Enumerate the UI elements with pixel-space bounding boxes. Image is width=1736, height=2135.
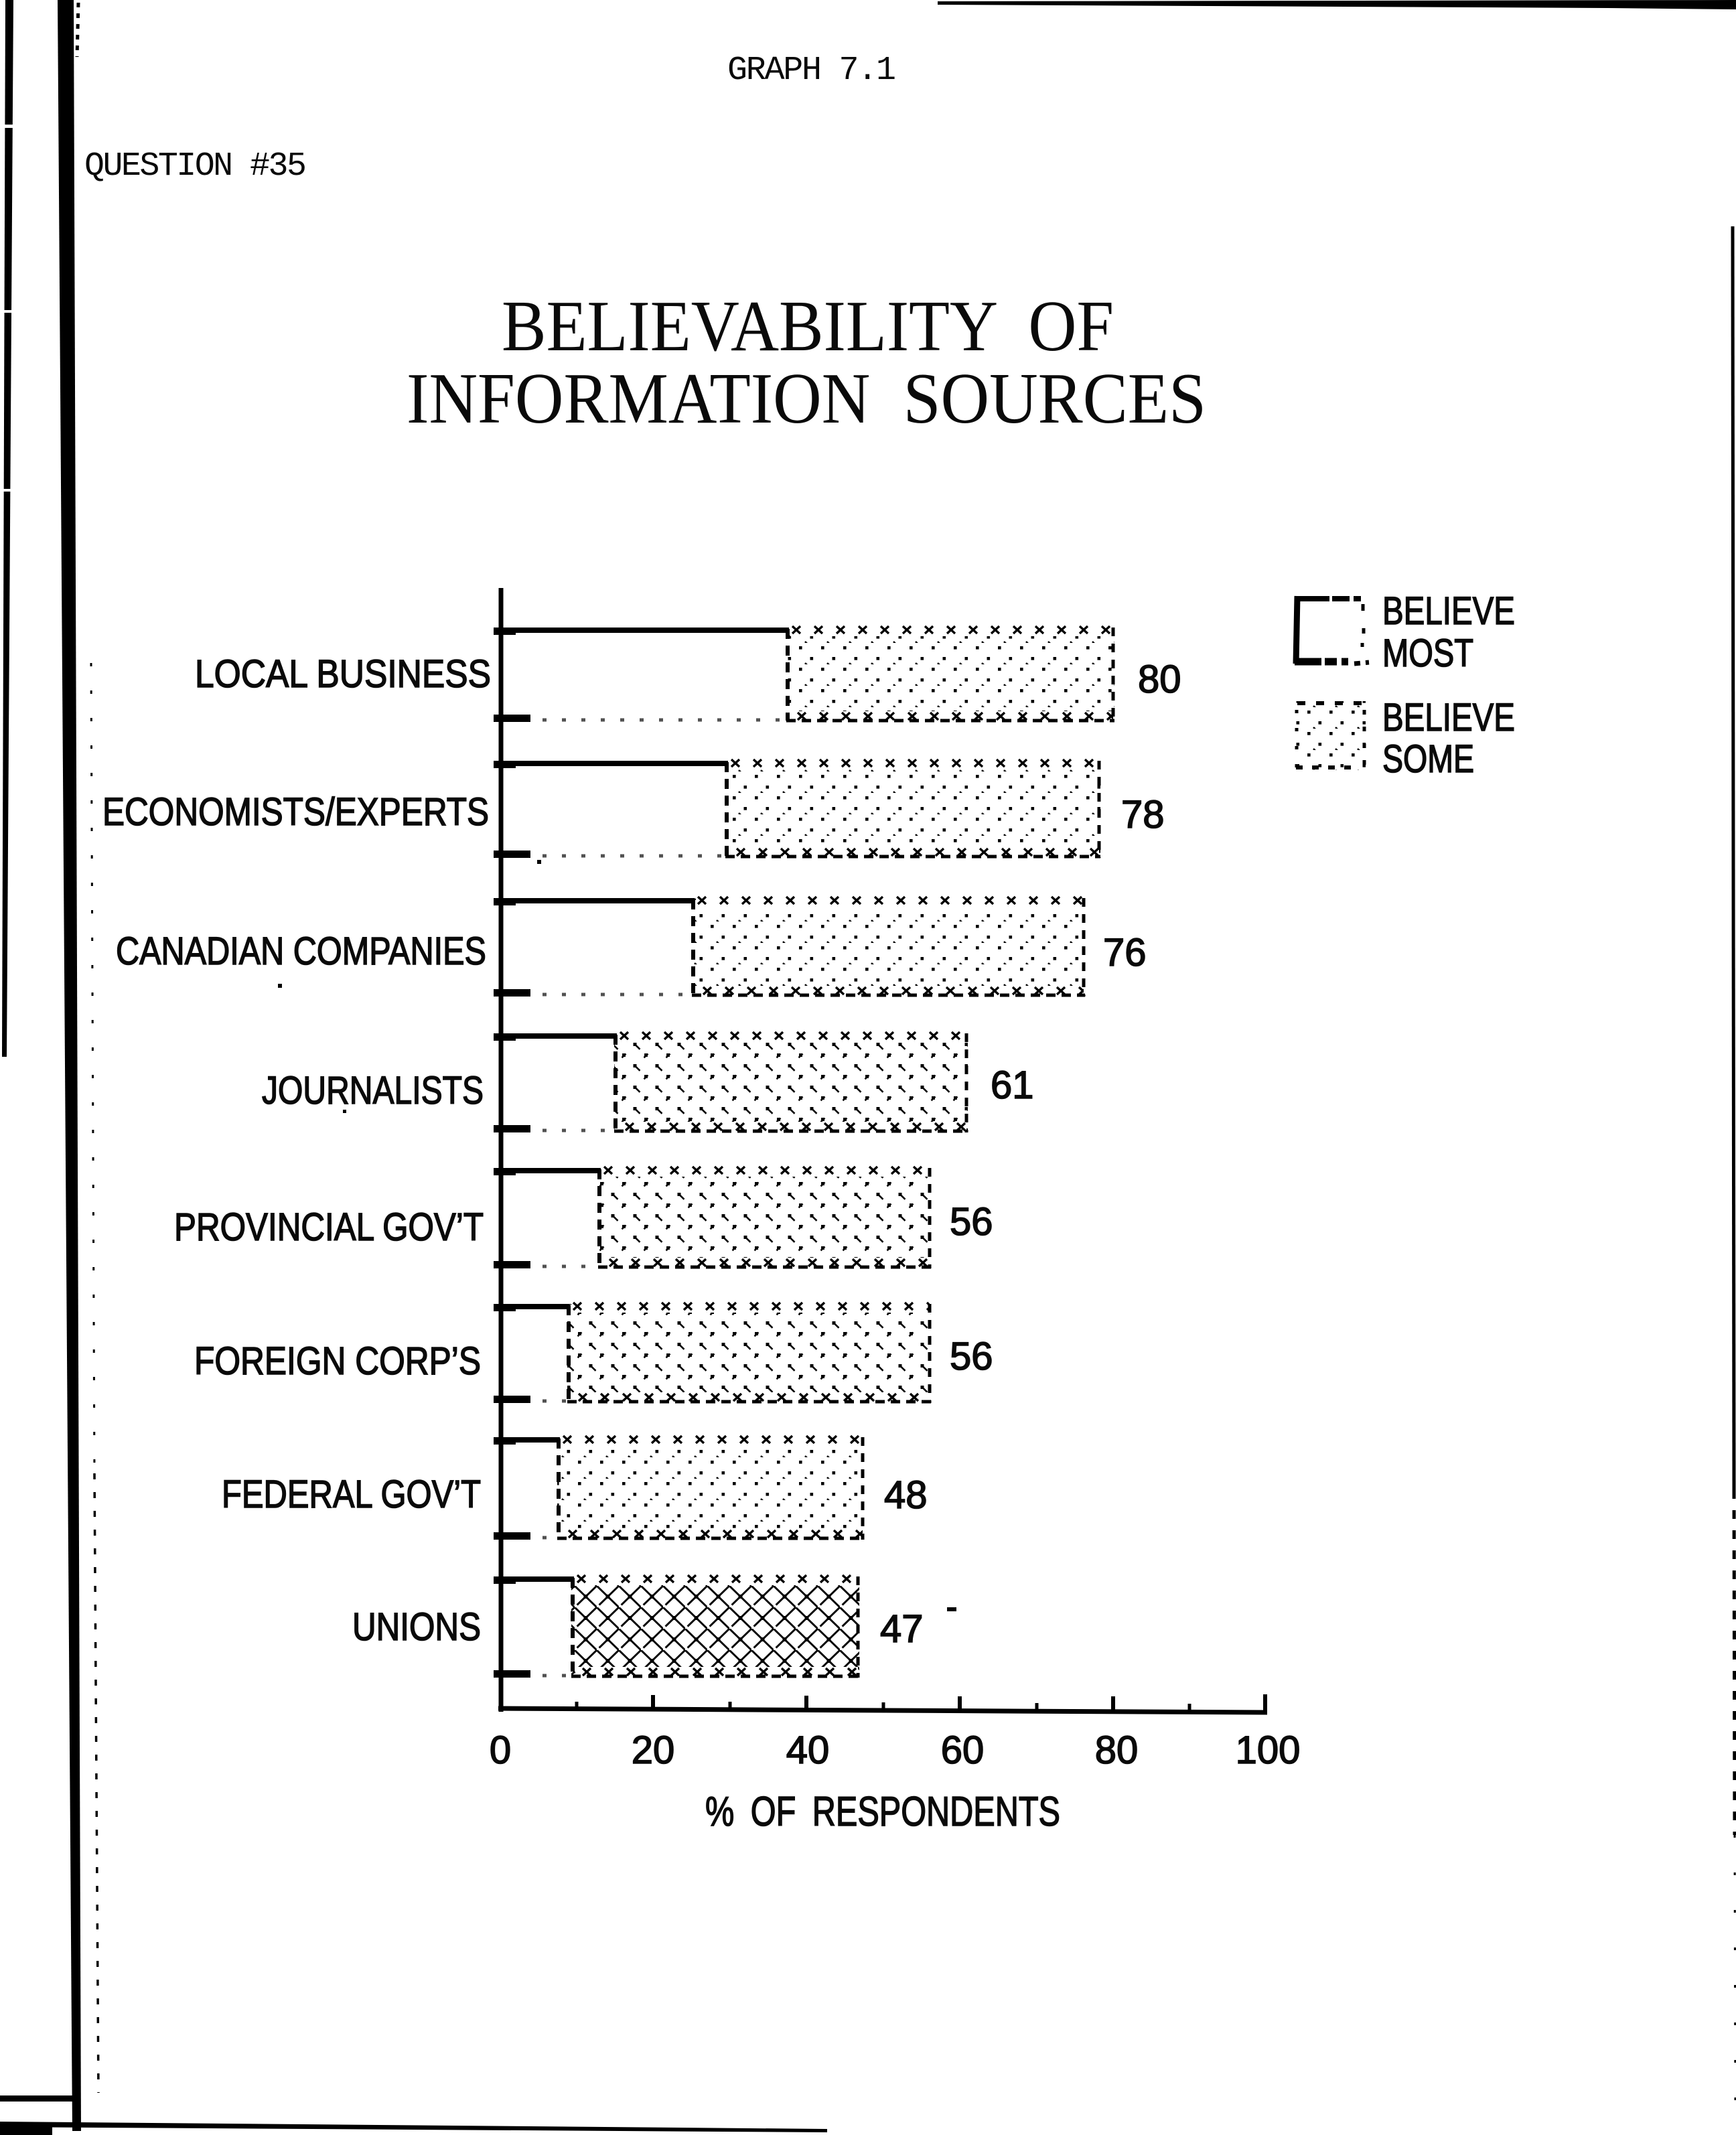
svg-text:BELIEVE: BELIEVE xyxy=(1382,589,1515,633)
svg-text:76: 76 xyxy=(1103,931,1147,974)
svg-text:FEDERAL GOV’T: FEDERAL GOV’T xyxy=(222,1473,481,1516)
svg-text:BELIEVABILITY OF: BELIEVABILITY OF xyxy=(502,287,1114,366)
svg-text:80: 80 xyxy=(1095,1728,1139,1772)
svg-text:80: 80 xyxy=(1138,658,1181,701)
svg-text:20: 20 xyxy=(632,1728,675,1772)
svg-text:LOCAL BUSINESS: LOCAL BUSINESS xyxy=(195,652,491,696)
svg-text:40: 40 xyxy=(786,1728,830,1772)
svg-text:60: 60 xyxy=(941,1728,985,1772)
svg-text:PROVINCIAL GOV’T: PROVINCIAL GOV’T xyxy=(174,1205,484,1249)
svg-text:47: 47 xyxy=(880,1607,924,1651)
svg-text:MOST: MOST xyxy=(1382,632,1473,675)
svg-text:JOURNALISTS: JOURNALISTS xyxy=(262,1069,484,1112)
svg-text:UNIONS: UNIONS xyxy=(352,1605,481,1649)
svg-text:BELIEVE: BELIEVE xyxy=(1382,696,1515,739)
svg-text:SOME: SOME xyxy=(1382,737,1474,781)
svg-text:48: 48 xyxy=(884,1473,928,1517)
svg-text:GRAPH 7.1: GRAPH 7.1 xyxy=(727,52,896,90)
svg-text:56: 56 xyxy=(950,1200,993,1244)
svg-text:FOREIGN CORP’S: FOREIGN CORP’S xyxy=(194,1339,481,1383)
svg-text:100: 100 xyxy=(1236,1728,1301,1772)
svg-text:QUESTION #35: QUESTION #35 xyxy=(84,147,307,186)
svg-text:INFORMATION SOURCES: INFORMATION SOURCES xyxy=(407,359,1206,439)
svg-text:0: 0 xyxy=(490,1728,511,1772)
svg-text:% OF RESPONDENTS: % OF RESPONDENTS xyxy=(705,1789,1060,1835)
svg-text:CANADIAN COMPANIES: CANADIAN COMPANIES xyxy=(116,930,486,973)
svg-text:56: 56 xyxy=(950,1335,993,1378)
svg-text:ECONOMISTS/EXPERTS: ECONOMISTS/EXPERTS xyxy=(102,790,489,834)
svg-text:61: 61 xyxy=(991,1063,1034,1107)
svg-text:78: 78 xyxy=(1121,793,1165,836)
